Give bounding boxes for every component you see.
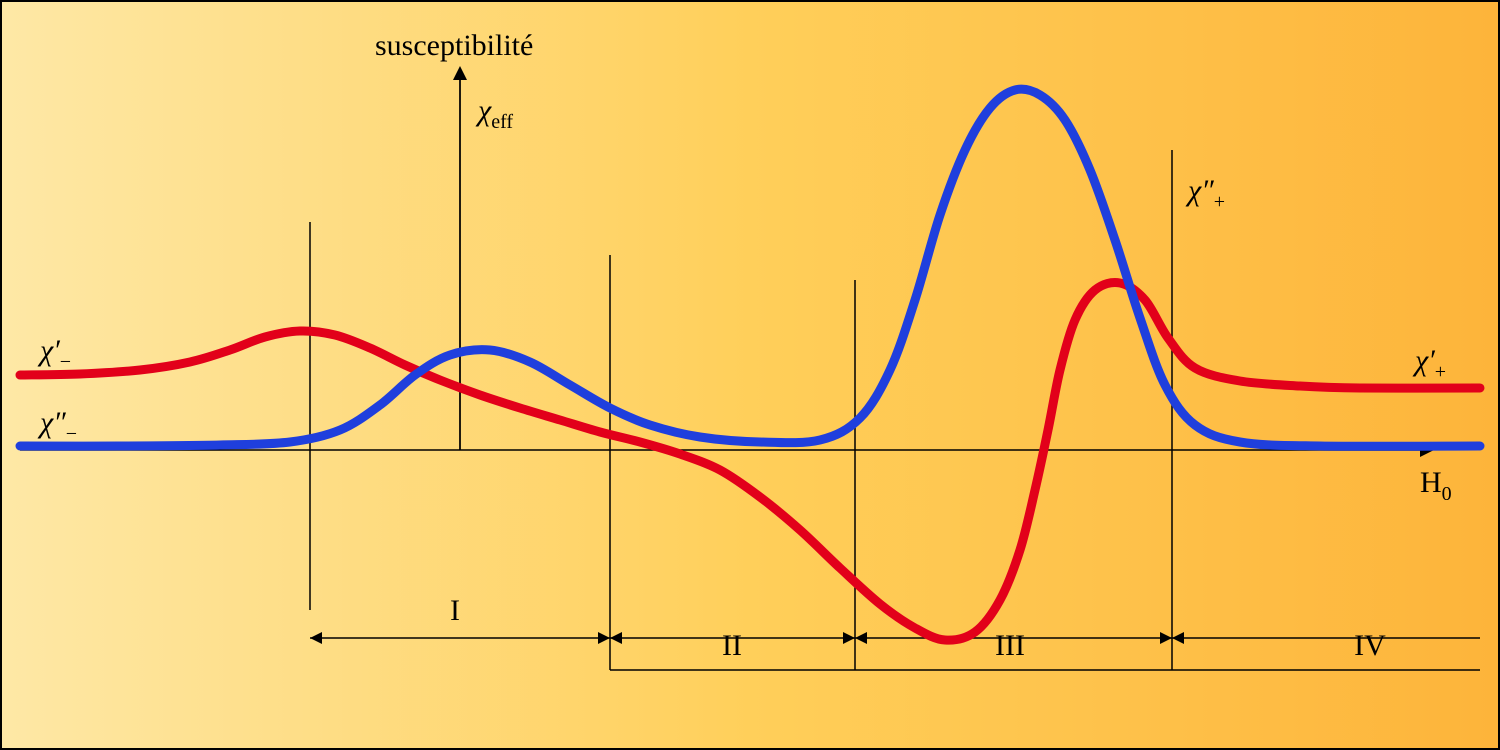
chart-container: IIIIIIIVsusceptibilitéχeffH0χ′−χ′+χ″−χ″+ bbox=[0, 0, 1500, 750]
region-label-II: II bbox=[722, 629, 742, 662]
region-label-III: III bbox=[995, 629, 1025, 662]
region-label-IV: IV bbox=[1354, 629, 1386, 662]
region-label-I: I bbox=[450, 594, 460, 627]
chart-title: susceptibilité bbox=[375, 29, 533, 62]
